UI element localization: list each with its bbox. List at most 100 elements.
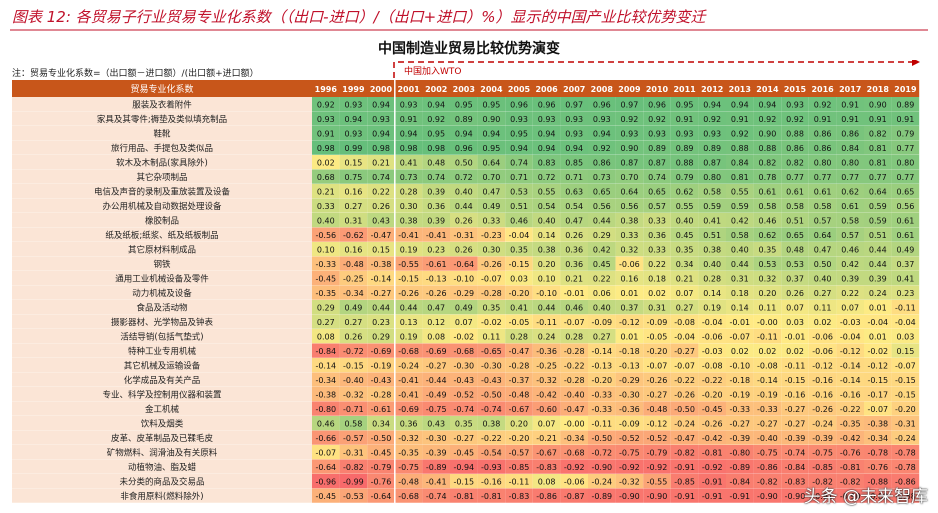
cell-value: 0.28 bbox=[400, 188, 418, 197]
cell-value: 0.57 bbox=[841, 231, 859, 240]
heat-cell bbox=[477, 155, 506, 170]
row-name-bg bbox=[12, 285, 312, 300]
heat-cell bbox=[505, 184, 533, 199]
heat-cell bbox=[808, 256, 837, 271]
cell-value: 0.57 bbox=[814, 217, 832, 226]
cell-value: -0.40 bbox=[757, 434, 778, 443]
cell-value: 0.51 bbox=[703, 231, 721, 240]
cell-value: -0.07 bbox=[564, 318, 585, 327]
cell-value: 0.38 bbox=[620, 217, 638, 226]
heat-cell bbox=[753, 213, 782, 228]
cell-value: 0.55 bbox=[676, 202, 694, 211]
heat-cell bbox=[670, 372, 699, 387]
cell-value: 0.46 bbox=[758, 217, 776, 226]
cell-value: 0.29 bbox=[593, 231, 611, 240]
heat-cell bbox=[615, 445, 644, 460]
cell-value: 0.64 bbox=[814, 231, 832, 240]
heat-cell bbox=[394, 416, 423, 431]
heat-cell bbox=[698, 430, 726, 445]
heat-cell bbox=[505, 488, 533, 503]
cell-value: -0.39 bbox=[729, 434, 750, 443]
heat-cell bbox=[588, 387, 616, 402]
year-header-2012: 2012 bbox=[701, 85, 723, 94]
cell-value: -0.44 bbox=[426, 376, 447, 385]
heat-cell bbox=[698, 198, 726, 213]
heat-cell bbox=[726, 358, 754, 373]
heat-cell bbox=[781, 474, 809, 489]
cell-value: 0.47 bbox=[427, 304, 445, 313]
heat-cell bbox=[808, 387, 837, 402]
cell-value: -0.92 bbox=[564, 463, 585, 472]
cell-value: 0.88 bbox=[786, 130, 804, 139]
heat-cell bbox=[753, 140, 782, 155]
heat-cell bbox=[670, 227, 699, 242]
cell-value: 0.47 bbox=[565, 217, 583, 226]
cell-value: -0.20 bbox=[509, 434, 530, 443]
cell-value: -0.27 bbox=[729, 420, 750, 429]
heat-cell bbox=[588, 401, 616, 416]
cell-value: -0.41 bbox=[398, 391, 419, 400]
heat-cell bbox=[532, 372, 561, 387]
heat-cell bbox=[891, 155, 920, 170]
cell-value: -0.56 bbox=[315, 231, 336, 240]
cell-value: -0.12 bbox=[840, 347, 861, 356]
cell-value: -0.47 bbox=[371, 231, 392, 240]
heat-cell bbox=[891, 140, 920, 155]
cell-value: 0.75 bbox=[344, 173, 362, 182]
heat-cell bbox=[588, 242, 616, 257]
heat-cell bbox=[836, 430, 864, 445]
cell-value: 0.58 bbox=[814, 202, 832, 211]
heat-cell bbox=[367, 329, 395, 344]
cell-value: 0.77 bbox=[896, 173, 914, 182]
heat-cell bbox=[312, 285, 340, 300]
cell-value: -0.80 bbox=[729, 449, 750, 458]
cell-value: -0.14 bbox=[757, 376, 778, 385]
cell-value: -0.06 bbox=[619, 260, 640, 269]
heat-cell bbox=[367, 372, 395, 387]
cell-value: -0.01 bbox=[564, 289, 585, 298]
heat-cell bbox=[422, 430, 450, 445]
heat-cell bbox=[450, 227, 478, 242]
row-name: 矿物燃料、润滑油及有关原料 bbox=[107, 448, 218, 459]
cell-value: 0.35 bbox=[758, 246, 776, 255]
cell-value: 0.13 bbox=[400, 318, 418, 327]
cell-value: -0.42 bbox=[702, 434, 723, 443]
cell-value: 0.91 bbox=[814, 115, 832, 124]
cell-value: -0.04 bbox=[702, 318, 723, 327]
heat-cell bbox=[477, 184, 506, 199]
heat-cell bbox=[450, 155, 478, 170]
cell-value: 0.22 bbox=[841, 289, 859, 298]
cell-value: 0.14 bbox=[703, 289, 721, 298]
cell-value: 0.98 bbox=[400, 144, 418, 153]
heat-cell bbox=[781, 184, 809, 199]
heat-cell bbox=[836, 198, 864, 213]
heat-cell bbox=[532, 169, 561, 184]
cell-value: 0.39 bbox=[427, 188, 445, 197]
wto-bracket-line bbox=[393, 61, 912, 78]
cell-value: 0.33 bbox=[648, 246, 666, 255]
cell-value: 0.95 bbox=[427, 130, 445, 139]
heat-cell bbox=[367, 300, 395, 315]
heat-cell bbox=[808, 459, 837, 474]
heat-cell bbox=[781, 242, 809, 257]
cell-value: 0.44 bbox=[731, 260, 749, 269]
heat-cell bbox=[339, 300, 368, 315]
figure-title: 图表 12: 各贸易子行业贸易专业化系数（（出口-进口）/（出口+进口）%）显示… bbox=[12, 8, 707, 26]
cell-value: -0.85 bbox=[812, 463, 833, 472]
cell-value: 0.94 bbox=[593, 130, 611, 139]
heat-cell bbox=[615, 459, 644, 474]
heat-cell bbox=[532, 111, 561, 126]
cell-value: 0.36 bbox=[565, 260, 583, 269]
row-name-bg bbox=[12, 372, 312, 387]
row-name-bg bbox=[12, 227, 312, 242]
heat-cell bbox=[450, 140, 478, 155]
heat-cell bbox=[643, 184, 671, 199]
cell-value: 0.90 bbox=[758, 130, 776, 139]
heat-cell bbox=[560, 111, 588, 126]
heat-cell bbox=[312, 242, 340, 257]
cell-value: 0.91 bbox=[896, 115, 914, 124]
cell-value: -0.24 bbox=[895, 434, 916, 443]
heat-cell bbox=[864, 97, 892, 112]
cell-value: -0.04 bbox=[867, 318, 888, 327]
heat-cell bbox=[891, 227, 920, 242]
